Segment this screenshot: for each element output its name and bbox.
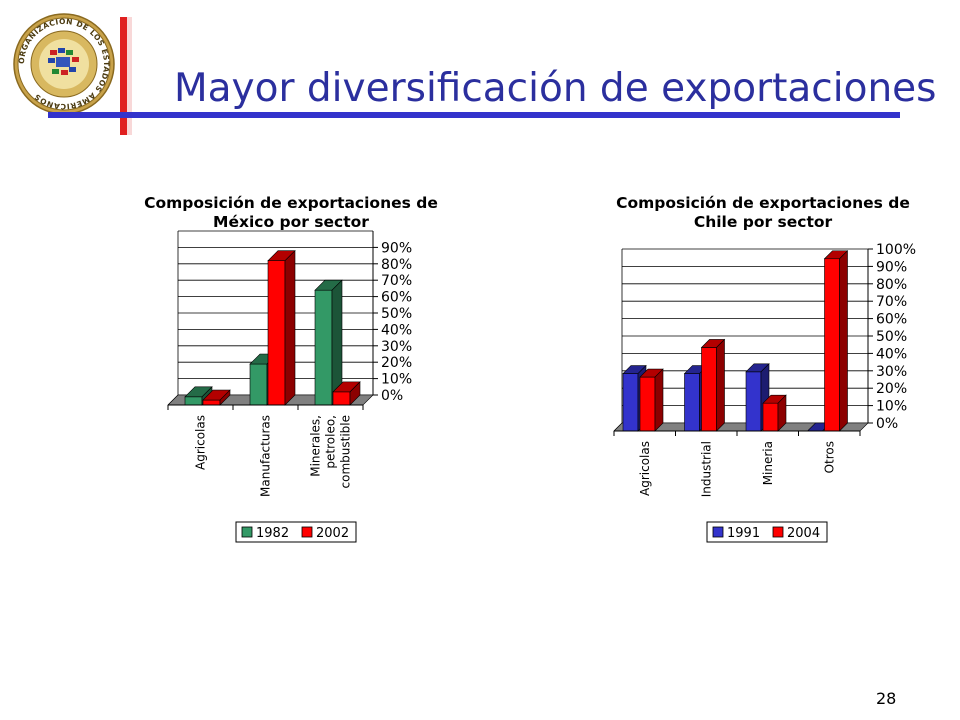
- chart-title-line: México por sector: [213, 213, 369, 231]
- page-number: 28: [876, 689, 897, 708]
- y-tick-label: 0%: [381, 388, 403, 404]
- slide-title: Mayor diversificación de exportaciones: [174, 66, 937, 111]
- category-label: combustible: [339, 415, 353, 488]
- y-tick-label: 30%: [381, 339, 412, 355]
- bar-2004-2: [762, 394, 787, 432]
- category-label: Industrial: [699, 441, 713, 497]
- category-label: Otros: [822, 441, 836, 473]
- y-tick-label: 90%: [381, 240, 412, 256]
- category-label: Agricolas: [638, 441, 652, 496]
- title-accent-vertical-bar: [120, 17, 127, 135]
- legend-swatch: [712, 526, 724, 538]
- y-tick-label: 10%: [381, 372, 412, 388]
- y-tick-label: 80%: [381, 257, 412, 273]
- category-label: Manufacturas: [259, 415, 273, 497]
- y-tick-label: 80%: [876, 277, 907, 293]
- y-tick-label: 50%: [381, 306, 412, 322]
- oas-seal-logo: ORGANIZACION DE LOS ESTADOS AMERICANOS: [13, 13, 115, 115]
- category-label: Minerales,: [309, 415, 323, 477]
- y-tick-label: 60%: [381, 290, 412, 306]
- legend-label: 2004: [787, 526, 820, 541]
- bar-2004-3: [823, 250, 849, 432]
- y-tick-label: 10%: [876, 399, 907, 415]
- y-tick-label: 70%: [381, 273, 412, 289]
- chart-legend: 1991 2004: [706, 521, 828, 543]
- y-tick-label: 40%: [381, 322, 412, 338]
- y-tick-label: 0%: [876, 416, 898, 432]
- bar-2002-1: [267, 249, 296, 406]
- legend-swatch: [301, 526, 313, 538]
- y-tick-label: 30%: [876, 364, 907, 380]
- category-label: Agricolas: [194, 415, 208, 470]
- y-tick-label: 40%: [876, 346, 907, 362]
- y-tick-label: 60%: [876, 312, 907, 328]
- title-underline-bar: [48, 112, 900, 118]
- legend-swatch: [241, 526, 253, 538]
- y-tick-label: 70%: [876, 294, 907, 310]
- y-tick-label: 100%: [876, 242, 916, 258]
- chart-title-line: Composición de exportaciones de: [616, 194, 910, 212]
- chart-title-line: Chile por sector: [694, 213, 833, 231]
- y-tick-label: 20%: [381, 355, 412, 371]
- chart-legend: 1982 2002: [235, 521, 357, 543]
- legend-label: 1982: [256, 526, 289, 541]
- chart-title-line: Composición de exportaciones de: [144, 194, 438, 212]
- bar-2002-2: [332, 381, 361, 406]
- legend-swatch: [772, 526, 784, 538]
- bar-2004-0: [639, 368, 664, 432]
- y-tick-label: 50%: [876, 329, 907, 345]
- y-tick-label: 90%: [876, 259, 907, 275]
- legend-label: 2002: [316, 526, 349, 541]
- category-label: petroleo,: [324, 415, 338, 469]
- bar-2004-1: [700, 338, 726, 432]
- legend-label: 1991: [727, 526, 760, 541]
- category-label: Mineria: [761, 441, 775, 485]
- title-accent-vertical-shadow: [127, 17, 132, 135]
- bar-1982-2: [314, 279, 343, 406]
- y-tick-label: 20%: [876, 381, 907, 397]
